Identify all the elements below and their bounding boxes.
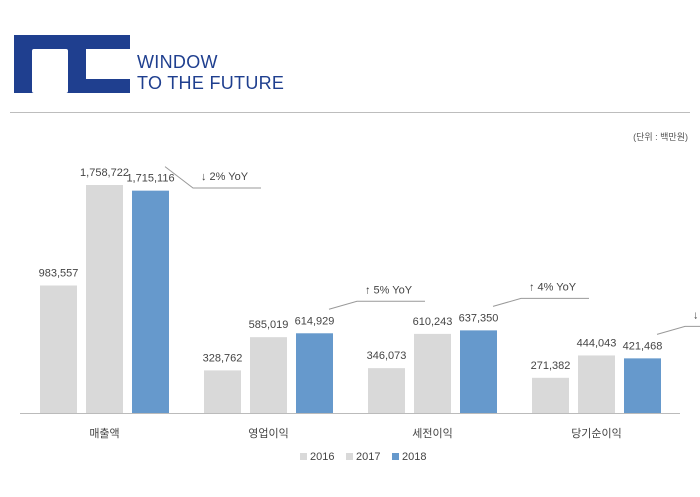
yoy-annotation-1: ↑ 5% YoY: [365, 284, 413, 296]
legend-swatch-2017: [346, 453, 353, 460]
brand-header: nc WINDOW TO THE FUTURE: [0, 0, 700, 114]
unit-label: (단위 : 백만원): [633, 132, 688, 142]
data-label-2018-0: 1,715,116: [126, 173, 174, 185]
bar-2017-0: [86, 185, 123, 413]
data-label-2017-3: 444,043: [577, 337, 617, 349]
data-label-2017-2: 610,243: [413, 316, 453, 328]
bar-2017-2: [414, 333, 451, 413]
data-label-2017-0: 1,758,722: [80, 167, 129, 179]
legend-swatch-2016: [300, 453, 307, 460]
legend-label-2017: 2017: [356, 451, 380, 463]
bar-2018-0: [132, 190, 169, 413]
bar-2016-2: [368, 368, 405, 413]
bar-2016-1: [204, 370, 241, 413]
data-label-2017-1: 585,019: [249, 319, 289, 331]
bar-2016-0: [40, 285, 77, 413]
tagline-line-2: TO THE FUTURE: [137, 73, 285, 93]
data-label-2018-2: 637,350: [459, 312, 499, 324]
legend-swatch-2018: [392, 453, 399, 460]
yoy-annotation-3: ↓ 5% YoY: [693, 309, 700, 321]
brand-tagline: WINDOW TO THE FUTURE: [137, 52, 284, 94]
legend-label-2018: 2018: [402, 451, 426, 463]
category-label-3: 당기순이익: [571, 427, 622, 440]
annotation-leader-3: [656, 325, 700, 335]
tagline-line-1: WINDOW: [137, 52, 218, 72]
bar-2018-1: [296, 333, 333, 413]
data-label-2016-3: 271,382: [531, 360, 571, 372]
annotation-leader-2: [492, 297, 589, 307]
data-label-2016-1: 328,762: [203, 352, 243, 364]
bar-2017-1: [250, 337, 287, 413]
annotation-leader-1: [328, 300, 425, 310]
legend-label-2016: 2016: [310, 451, 334, 463]
bar-2016-3: [532, 377, 569, 413]
annotation-leader-0: [164, 166, 261, 189]
category-label-1: 영업이익: [248, 427, 288, 440]
bar-2018-3: [624, 358, 661, 413]
yoy-annotation-0: ↓ 2% YoY: [201, 171, 249, 183]
category-label-0: 매출액: [89, 427, 119, 440]
bar-2017-3: [578, 355, 615, 413]
data-label-2018-1: 614,929: [295, 315, 335, 327]
data-label-2016-0: 983,557: [39, 267, 79, 279]
bar-2018-2: [460, 330, 497, 413]
category-label-2: 세전이익: [412, 427, 452, 440]
yoy-annotation-2: ↑ 4% YoY: [529, 281, 577, 293]
header-divider: [10, 112, 690, 113]
nc-logo: nc: [14, 35, 130, 93]
data-label-2016-2: 346,073: [367, 350, 407, 362]
data-label-2018-3: 421,468: [623, 340, 663, 352]
